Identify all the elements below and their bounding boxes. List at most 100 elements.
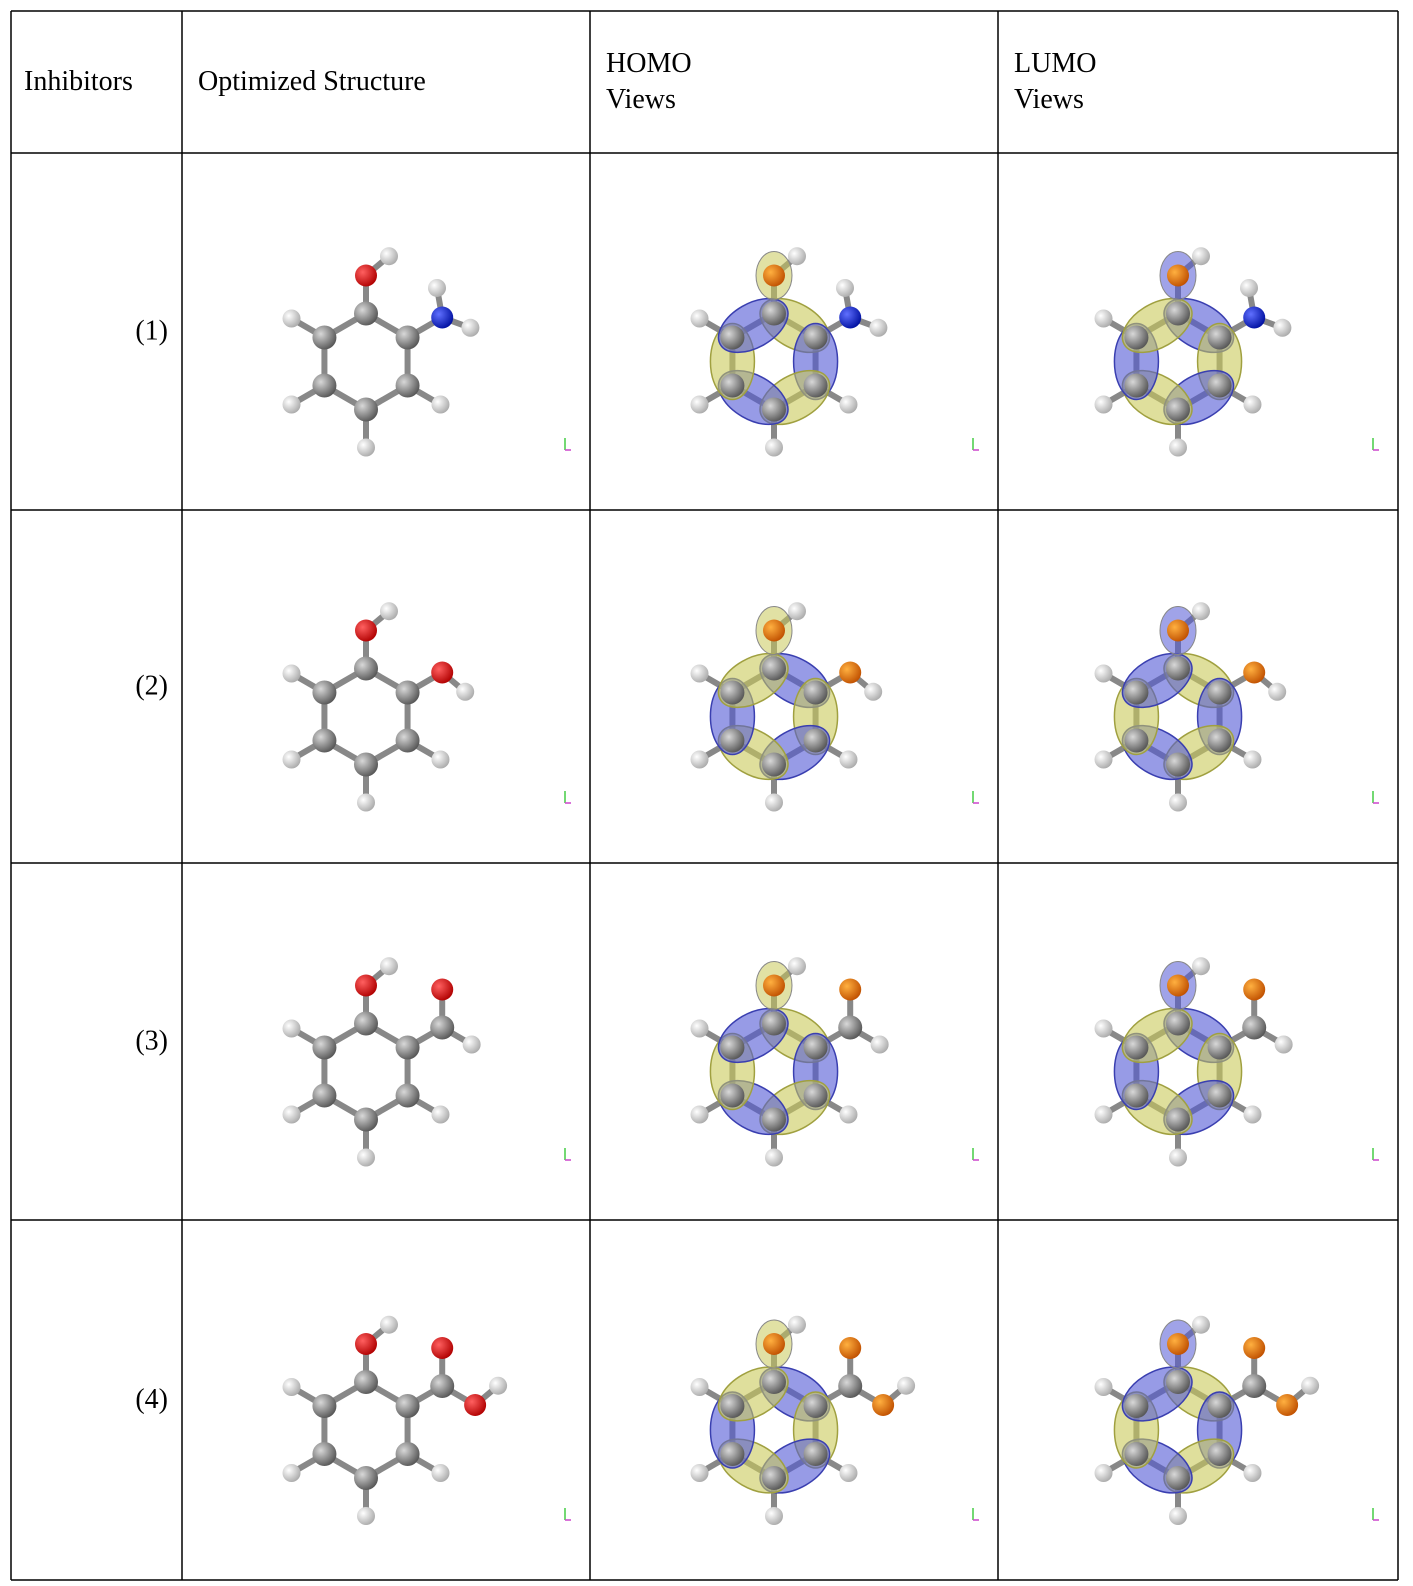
atom — [395, 1442, 420, 1466]
atom — [1207, 680, 1232, 705]
molecule — [690, 1315, 916, 1525]
atom — [282, 664, 301, 683]
atom — [1276, 1394, 1299, 1416]
atom — [690, 750, 709, 769]
atom — [1242, 1015, 1267, 1040]
atom — [690, 1019, 709, 1038]
header-cell: Inhibitors — [24, 66, 133, 97]
header-cell: Views — [1014, 84, 1084, 115]
atom — [489, 1376, 508, 1395]
atom — [354, 1107, 378, 1132]
atom — [1094, 1105, 1113, 1124]
atom — [720, 680, 745, 705]
atom — [379, 602, 398, 621]
molecule — [1094, 1315, 1320, 1525]
atom — [431, 978, 454, 1001]
header-cell: HOMO — [606, 48, 692, 79]
atom — [1094, 395, 1113, 414]
molecule — [1094, 247, 1292, 457]
atom — [282, 1378, 301, 1396]
atom — [838, 1374, 863, 1398]
atom — [431, 1464, 450, 1482]
atom — [395, 373, 420, 398]
row-label: (2) — [135, 671, 168, 702]
atom — [395, 728, 420, 753]
atom — [765, 438, 783, 457]
atom — [1124, 325, 1149, 350]
atom — [312, 1394, 337, 1418]
atom — [1191, 1315, 1210, 1334]
atom — [1167, 974, 1189, 997]
atom — [1124, 1442, 1149, 1466]
atom — [354, 1370, 378, 1394]
molecule — [1094, 602, 1287, 812]
molecule — [690, 247, 888, 457]
atom — [803, 680, 828, 705]
header-cell: LUMO — [1014, 48, 1096, 79]
atom — [282, 395, 301, 414]
atom — [690, 664, 709, 683]
atom — [1169, 793, 1187, 812]
atom — [803, 325, 828, 350]
atom — [1124, 680, 1149, 705]
atom — [690, 309, 709, 328]
atom — [690, 1464, 709, 1482]
atom — [839, 750, 858, 769]
atom — [765, 1148, 783, 1167]
atom — [839, 1105, 858, 1124]
atom — [839, 978, 862, 1001]
molecule — [690, 602, 883, 812]
atom — [1243, 978, 1266, 1001]
atom — [839, 395, 858, 414]
atom — [1191, 602, 1210, 621]
atom — [1124, 1083, 1149, 1108]
atom — [763, 1333, 785, 1355]
atom — [1124, 1035, 1149, 1060]
atom — [1094, 309, 1113, 328]
atom — [765, 793, 783, 812]
atom — [1166, 1107, 1190, 1132]
atom — [431, 750, 450, 769]
row-label: (3) — [135, 1026, 168, 1057]
atom — [431, 661, 454, 684]
atom — [357, 1507, 375, 1525]
atom — [357, 1148, 375, 1167]
atom — [430, 1374, 455, 1398]
atom — [836, 278, 855, 297]
atom — [839, 661, 862, 684]
atom — [1094, 664, 1113, 683]
atom — [1207, 728, 1232, 753]
atom — [456, 682, 475, 701]
atom — [1243, 306, 1266, 329]
atom — [839, 1337, 862, 1359]
atom — [395, 1035, 420, 1060]
atom — [763, 264, 785, 287]
atom — [1207, 1035, 1232, 1060]
atom — [787, 957, 806, 976]
atom — [1169, 438, 1187, 457]
atom — [1242, 1374, 1267, 1398]
atom — [1243, 1105, 1262, 1124]
atom — [1166, 1370, 1190, 1394]
atom — [1167, 264, 1189, 287]
atom — [869, 318, 888, 337]
atom — [379, 247, 398, 266]
atom — [803, 1035, 828, 1060]
atom — [1207, 1394, 1232, 1418]
atom — [720, 1035, 745, 1060]
atom — [1169, 1148, 1187, 1167]
atom — [1166, 1011, 1190, 1036]
atom — [312, 1083, 337, 1108]
atom — [282, 1019, 301, 1038]
atom — [431, 306, 454, 329]
atom — [282, 1464, 301, 1482]
atom — [462, 1035, 481, 1054]
atom — [1243, 1464, 1262, 1482]
atom — [355, 619, 377, 642]
atom — [431, 395, 450, 414]
atom — [1240, 278, 1259, 297]
atom — [379, 1315, 398, 1334]
molecule — [282, 247, 480, 457]
atom — [787, 1315, 806, 1334]
